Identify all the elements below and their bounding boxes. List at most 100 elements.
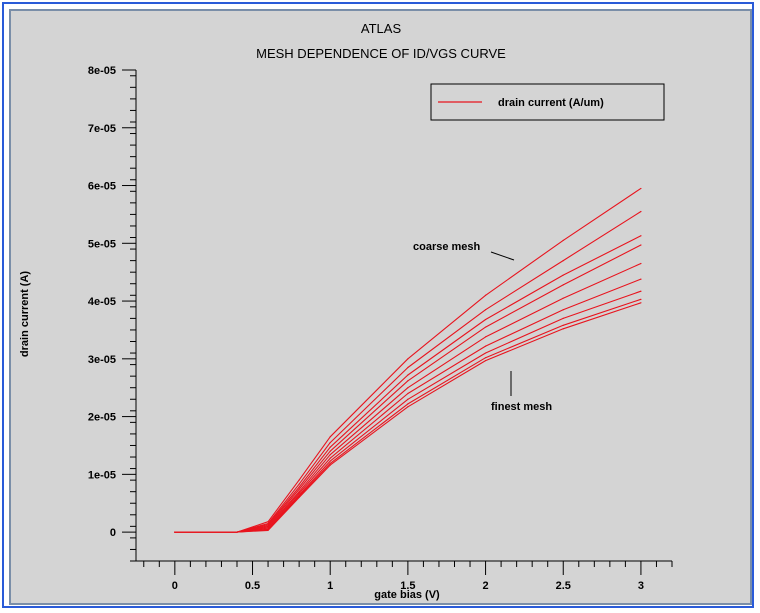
series-line-3 [174,235,642,533]
series-point [640,244,642,246]
annotation-finest-label: finest mesh [491,401,552,413]
annotation-finest: finest mesh [491,371,552,413]
series-point [329,441,331,444]
series-point [484,309,487,311]
series-point [640,302,642,304]
series-point [562,274,564,276]
x-tick-label: 1 [327,580,333,592]
series-point [329,462,331,464]
legend: drain current (A/um) [430,83,665,121]
series-point [562,260,564,262]
legend-entry: drain current (A/um) [498,97,604,109]
series-point [329,454,331,456]
series-point [484,357,487,359]
series-point [640,210,642,213]
series-point [267,521,269,523]
series-point [407,358,409,360]
chart-title: ATLAS [361,21,402,36]
series-point [484,345,487,347]
legend-box [430,83,665,121]
series-layer [174,187,642,533]
series-point [298,488,300,490]
x-tick-label: 3 [638,580,644,592]
series-point [484,326,487,328]
series-point [484,352,487,354]
series-point [298,491,300,493]
series-point [174,531,176,533]
series-point [329,460,331,462]
series-line-5 [174,262,642,533]
series-point [407,366,409,369]
chart-subtitle: MESH DEPENDENCE OF ID/VGS CURVE [256,46,506,61]
plot-panel: ATLAS MESH DEPENDENCE OF ID/VGS CURVE 0 1… [11,11,750,603]
y-tick-label: 5e-05 [88,238,116,250]
series-line-7 [174,290,642,533]
series-point [640,187,642,190]
chart-svg: ATLAS MESH DEPENDENCE OF ID/VGS CURVE 0 1… [19,21,673,601]
series-point [329,464,331,466]
x-tick-label: 1.5 [400,580,415,592]
series-point [298,492,300,495]
series-point [298,483,300,485]
annotation-leader-coarse [490,251,515,261]
x-tick-label: 0 [172,580,178,592]
x-tick-label: 2 [483,580,489,592]
series-point [562,309,564,311]
series-point [562,297,564,299]
window-frame: ATLAS MESH DEPENDENCE OF ID/VGS CURVE 0 1… [2,2,754,608]
plot-frame: ATLAS MESH DEPENDENCE OF ID/VGS CURVE 0 1… [9,9,752,605]
series-point [407,392,409,395]
series-point [298,496,300,499]
series-point [640,262,642,265]
series-point [407,398,409,400]
series-point [562,284,564,286]
series-point [484,336,487,338]
series-point [484,359,487,362]
series-point [267,529,269,531]
series-point [562,328,564,330]
y-tick-label: 4e-05 [88,296,116,308]
series-point [329,457,331,459]
y-tick-label: 2e-05 [88,412,116,424]
series-line-9 [174,302,642,533]
series-point [298,486,300,488]
y-tick-label: 3e-05 [88,354,116,366]
x-axis-label: gate bias (V) [374,589,440,601]
series-point [236,531,238,533]
series-line-2 [174,211,642,533]
series-point [329,446,331,448]
series-point [640,278,642,280]
series-point [484,318,487,321]
series-point [562,239,564,242]
series-point [407,406,409,408]
series-point [407,387,409,389]
x-tick-label: 2.5 [556,580,571,592]
series-point [407,374,409,376]
series-point [329,436,331,438]
series-point [562,317,564,319]
ticks: 0 1e-05 2e-05 3e-05 4e-05 5e-05 6e-05 7e-05 8e-0… [88,65,673,592]
y-axis-label: drain current (A) [19,271,31,358]
series-point [407,380,409,382]
series-point [329,450,331,452]
series-line-6 [174,278,642,533]
annotation-coarse: coarse mesh [413,241,515,261]
y-tick-label: 1e-05 [88,469,116,481]
x-tick-label: 0.5 [245,580,260,592]
series-point [640,235,642,237]
series-line-1 [174,187,642,533]
series-point [640,298,642,300]
series-point [562,324,564,326]
series-point [484,294,487,296]
series-point [298,479,300,481]
series-line-8 [174,298,642,533]
axes [135,70,672,562]
y-tick-label: 8e-05 [88,65,116,77]
series-line-4 [174,244,642,533]
series-point [640,290,642,292]
y-tick-label: 6e-05 [88,181,116,193]
series-point [407,403,409,405]
y-tick-label: 0 [110,527,116,539]
annotation-coarse-label: coarse mesh [413,241,481,253]
y-tick-label: 7e-05 [88,123,116,135]
